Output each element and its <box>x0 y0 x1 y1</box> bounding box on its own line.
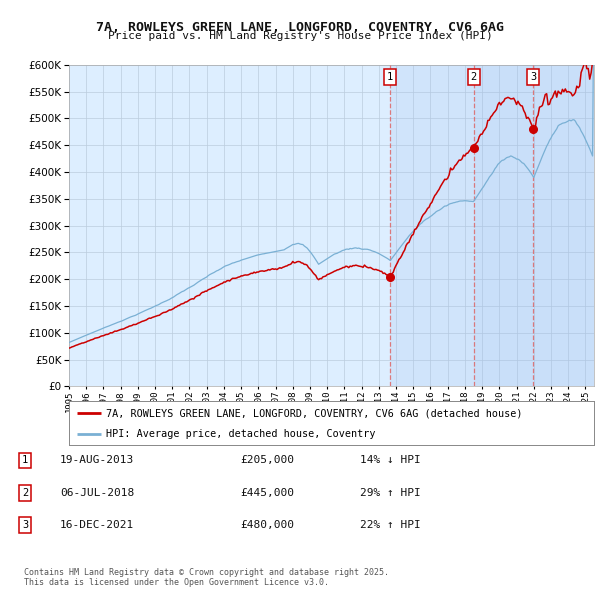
Text: 16-DEC-2021: 16-DEC-2021 <box>60 520 134 530</box>
Text: £205,000: £205,000 <box>240 455 294 466</box>
Text: 7A, ROWLEYS GREEN LANE, LONGFORD, COVENTRY, CV6 6AG: 7A, ROWLEYS GREEN LANE, LONGFORD, COVENT… <box>96 21 504 34</box>
Text: 06-JUL-2018: 06-JUL-2018 <box>60 488 134 498</box>
Text: Price paid vs. HM Land Registry's House Price Index (HPI): Price paid vs. HM Land Registry's House … <box>107 31 493 41</box>
Text: 2: 2 <box>22 488 28 498</box>
Text: 22% ↑ HPI: 22% ↑ HPI <box>360 520 421 530</box>
Text: 14% ↓ HPI: 14% ↓ HPI <box>360 455 421 466</box>
Bar <box>473 65 594 386</box>
Text: Contains HM Land Registry data © Crown copyright and database right 2025.
This d: Contains HM Land Registry data © Crown c… <box>24 568 389 587</box>
Text: £445,000: £445,000 <box>240 488 294 498</box>
Text: 1: 1 <box>387 72 393 81</box>
Text: 3: 3 <box>530 72 536 81</box>
Text: 19-AUG-2013: 19-AUG-2013 <box>60 455 134 466</box>
Bar <box>390 65 594 386</box>
Text: 29% ↑ HPI: 29% ↑ HPI <box>360 488 421 498</box>
Text: £480,000: £480,000 <box>240 520 294 530</box>
Text: 1: 1 <box>22 455 28 466</box>
Text: 2: 2 <box>470 72 477 81</box>
Text: 7A, ROWLEYS GREEN LANE, LONGFORD, COVENTRY, CV6 6AG (detached house): 7A, ROWLEYS GREEN LANE, LONGFORD, COVENT… <box>106 408 522 418</box>
Text: HPI: Average price, detached house, Coventry: HPI: Average price, detached house, Cove… <box>106 428 375 438</box>
Text: 3: 3 <box>22 520 28 530</box>
